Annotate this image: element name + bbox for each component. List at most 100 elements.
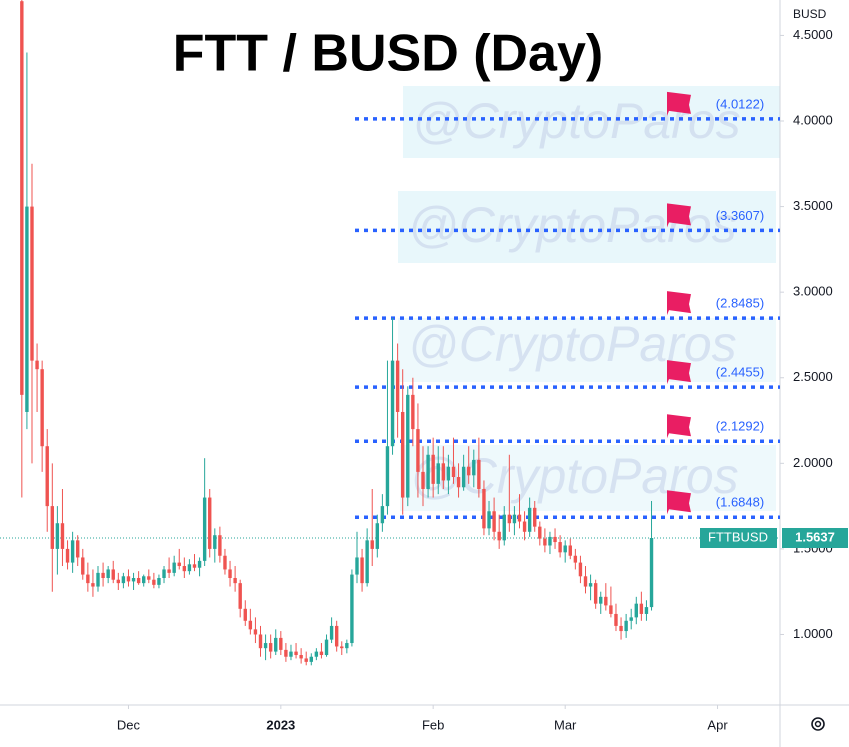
candle-body [482,488,486,529]
candle-body [218,535,222,556]
level-label: (2.8485) [716,296,764,311]
candle-body [416,429,420,472]
candle-body [147,576,151,580]
candle-body [548,536,552,546]
candle-body [604,596,608,606]
candle-body [578,562,583,577]
candle-body [30,206,34,361]
candle-body [131,578,136,582]
candle-body [20,1,24,395]
candle-body [60,523,65,549]
candle-body [45,446,49,507]
candle-body [477,459,481,489]
candle-body [431,454,435,484]
candle-body [593,583,598,604]
candle-body [304,658,308,662]
candle-body [334,625,339,647]
candle-body [35,360,39,370]
y-tick-label: 1.0000 [793,626,833,641]
candle-body [350,574,354,644]
candle-body [421,471,425,489]
candle-body [202,497,207,561]
candle-body [583,576,588,587]
candle-body [40,369,44,447]
candle-body [213,535,217,549]
candle-body [294,651,298,656]
y-tick-label: 4.5000 [793,27,833,42]
chart-title: FTT / BUSD (Day) [173,25,603,83]
candle-body [75,540,80,558]
candle-body [497,531,501,541]
candle-body [223,555,227,570]
candle-body [634,603,638,618]
candle-body [400,411,405,498]
level-label: (2.4455) [716,365,764,380]
candle-body [91,583,95,587]
candle-body [182,566,187,572]
candle-body [228,569,232,579]
candle-body [411,394,415,430]
candle-body [624,620,628,632]
candle-body [309,656,313,662]
y-axis-label: BUSD [793,7,827,21]
candle-body [472,459,476,476]
candle-body [451,466,456,478]
candle-body [360,557,364,584]
candle-body [136,578,141,584]
candle-body [70,540,75,563]
candle-body [568,545,572,556]
candle-body [162,569,166,579]
settings-icon[interactable] [811,717,825,731]
x-tick-label: Mar [554,717,577,732]
candle-body [197,560,202,568]
candle-body [187,564,192,572]
candle-body [553,536,557,543]
candle-body [588,583,593,587]
candle-body [253,629,258,635]
candle-body [50,506,55,549]
x-tick-label: Feb [422,717,444,732]
candle-body [512,514,517,524]
level-label: (3.3607) [716,208,764,223]
candle-body [167,569,171,573]
candle-body [121,576,126,584]
candle-body [268,643,273,652]
candle-body [365,540,369,584]
watermark-box [398,191,776,263]
candle-body [406,394,410,498]
candle-body [65,548,70,563]
candle-body [507,514,512,524]
candle-body [126,576,131,582]
level-label: (4.0122) [716,96,764,111]
y-tick-label: 3.5000 [793,198,833,213]
candle-body [426,454,430,489]
candle-body [177,562,181,567]
candle-body [238,583,242,609]
candle-body [319,651,324,656]
candle-body [380,506,385,524]
candle-body [436,463,440,484]
candle-body [96,572,100,587]
flag [667,291,691,316]
candle-body [543,538,547,546]
price-label: 1.5637 [795,529,835,544]
flag [667,91,691,116]
candle-body [390,360,395,447]
candle-body [629,617,633,621]
candle-body [558,542,562,553]
y-tick-label: 2.5000 [793,369,833,384]
candle-body [329,625,334,640]
candle-body [644,607,649,614]
candle-body [157,578,161,585]
level-label: (1.6848) [716,495,764,510]
candle-body [86,574,90,584]
candle-body [274,637,278,652]
candle-body [375,523,380,549]
level-label: (2.1292) [716,419,764,434]
x-tick-label: 2023 [266,717,295,732]
candle-body [55,523,60,549]
candle-body [284,649,288,657]
candle-body [233,578,237,584]
candle-body [370,540,374,549]
